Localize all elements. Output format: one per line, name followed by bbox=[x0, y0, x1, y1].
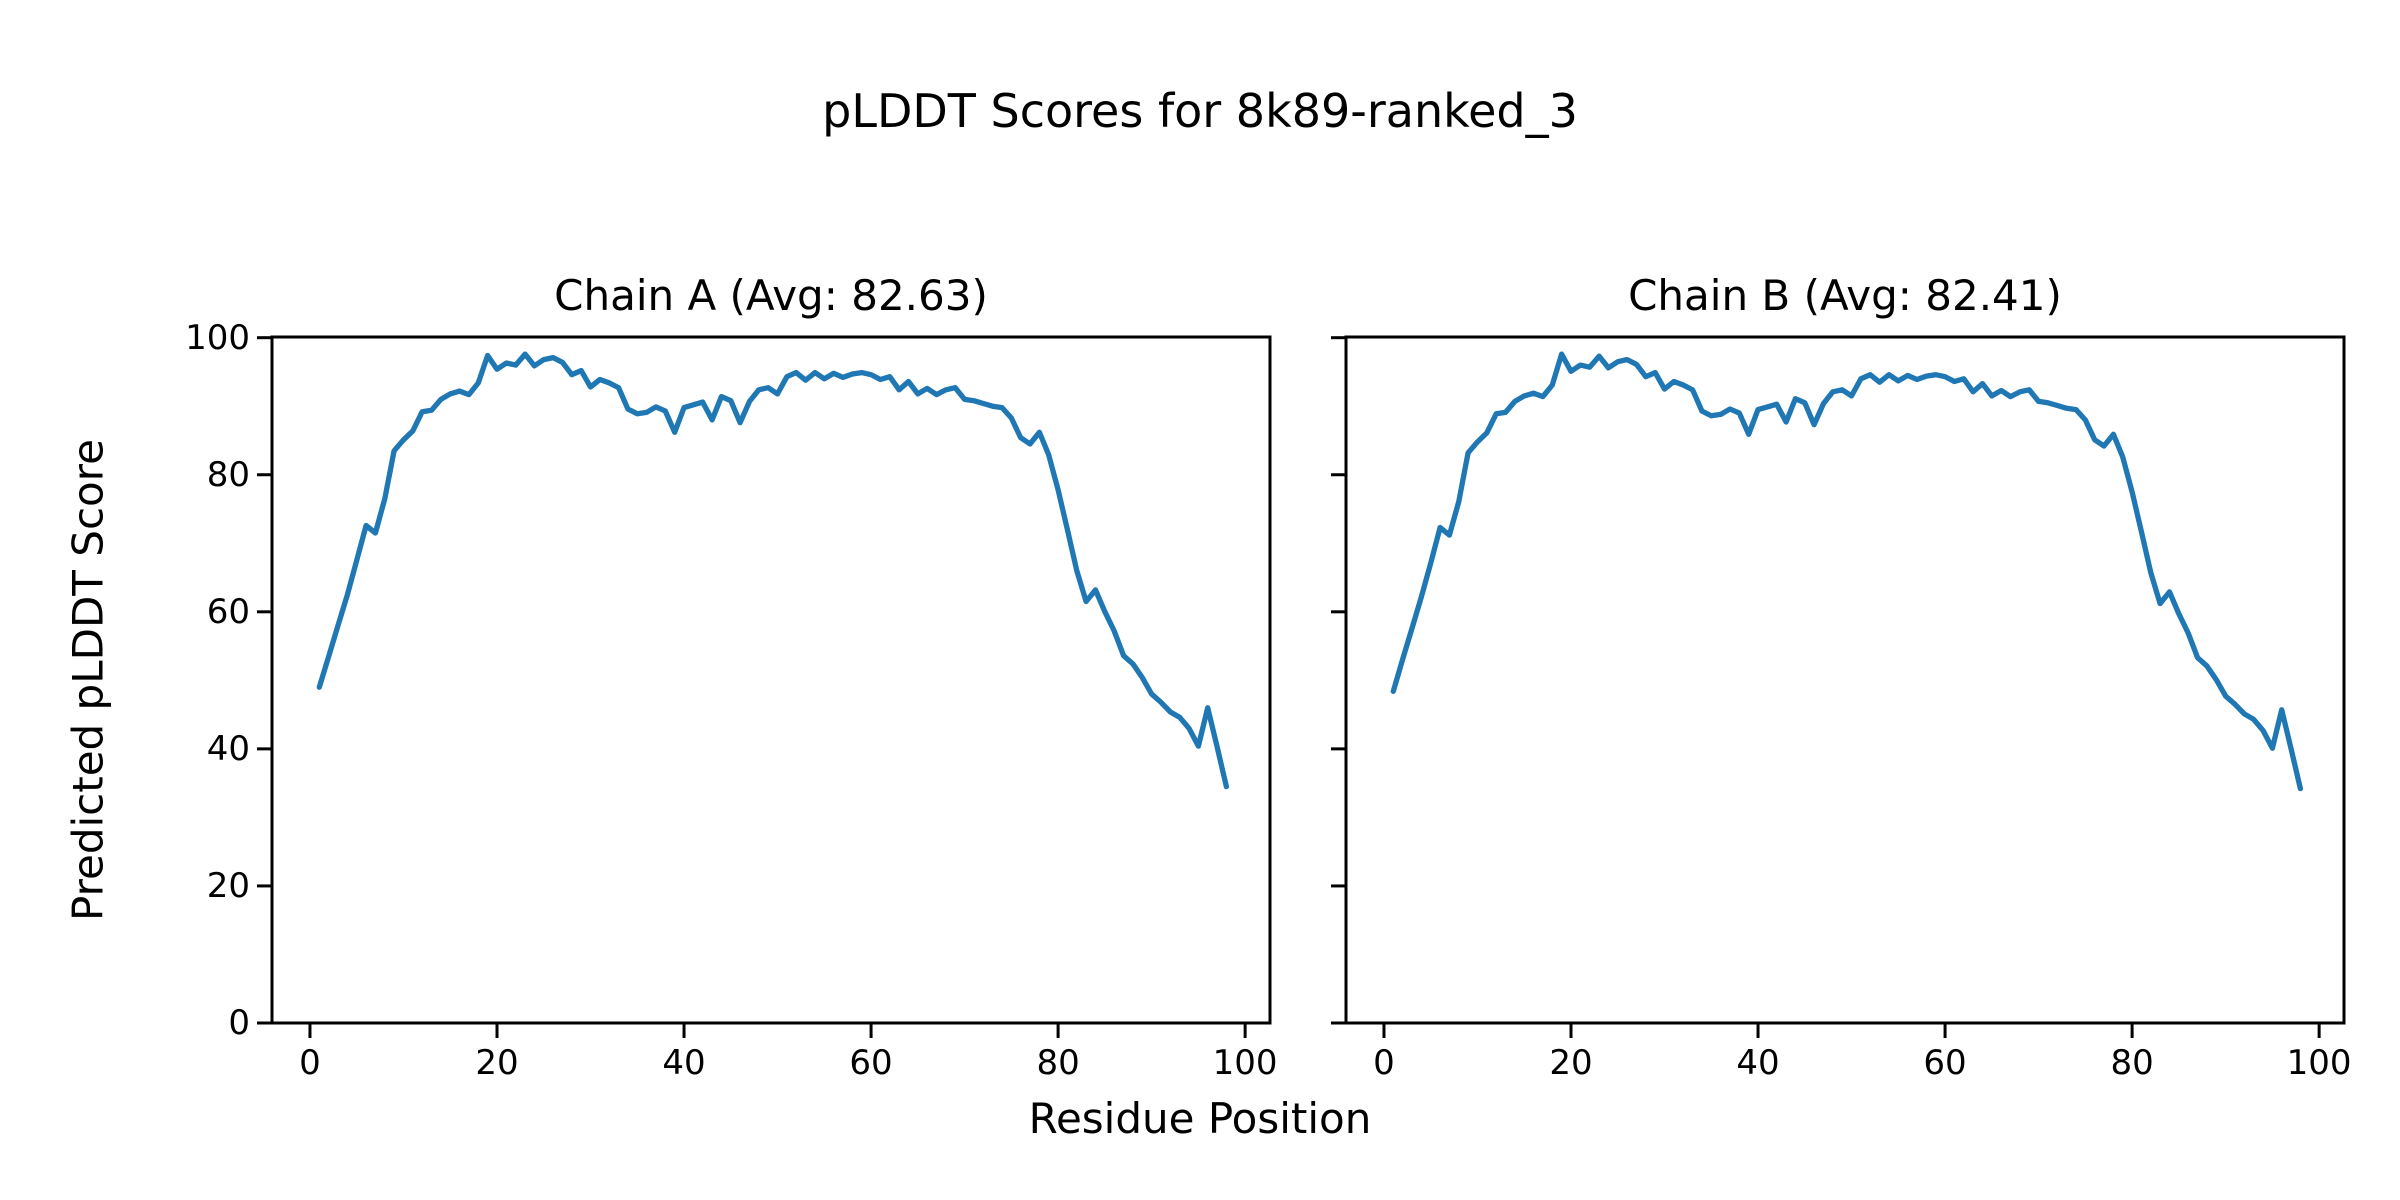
x-tick-label: 40 bbox=[662, 1043, 706, 1083]
plot-area-chain-a bbox=[257, 335, 1272, 1038]
subplot-chain-a: Chain A (Avg: 82.63) 0 20 40 60 80 100 0 20 40 60… bbox=[185, 271, 1277, 1083]
plddt-line bbox=[1390, 351, 2304, 792]
subplot-title-chain-a: Chain A (Avg: 82.63) bbox=[554, 271, 988, 320]
axes-spines bbox=[270, 335, 1272, 1025]
subplot-chain-b: Chain B (Avg: 82.41) 0 20 40 60 80 100 bbox=[1331, 271, 2352, 1083]
y-tick-label: 40 bbox=[206, 728, 250, 769]
x-tick-label: 100 bbox=[1212, 1043, 1278, 1083]
axes-spines bbox=[1344, 335, 2346, 1025]
subplot-title-chain-b: Chain B (Avg: 82.41) bbox=[1628, 271, 2062, 320]
y-tick-label: 20 bbox=[206, 865, 250, 906]
x-tick-label: 80 bbox=[2110, 1043, 2154, 1083]
x-tick-label: 60 bbox=[1923, 1043, 1967, 1083]
figure-title: pLDDT Scores for 8k89-ranked_3 bbox=[822, 84, 1578, 138]
y-tick-label: 60 bbox=[206, 591, 250, 632]
x-tick-label: 20 bbox=[1549, 1043, 1593, 1083]
x-tick-label: 20 bbox=[475, 1043, 519, 1083]
x-tick-label: 60 bbox=[849, 1043, 893, 1083]
y-tick-label: 0 bbox=[228, 1003, 250, 1043]
x-tick-label: 40 bbox=[1736, 1043, 1780, 1083]
x-axis-label: Residue Position bbox=[1028, 1094, 1372, 1143]
plot-area-chain-b bbox=[1331, 335, 2346, 1038]
x-tick-label: 0 bbox=[1373, 1043, 1395, 1083]
plddt-line bbox=[316, 351, 1230, 790]
y-tick-label: 80 bbox=[206, 454, 250, 495]
x-tick-label: 100 bbox=[2286, 1043, 2352, 1083]
x-tick-label: 0 bbox=[299, 1043, 321, 1083]
x-tick-label: 80 bbox=[1036, 1043, 1080, 1083]
y-axis-label: Predicted pLDDT Score bbox=[63, 439, 113, 921]
y-tick-label: 100 bbox=[185, 317, 250, 358]
